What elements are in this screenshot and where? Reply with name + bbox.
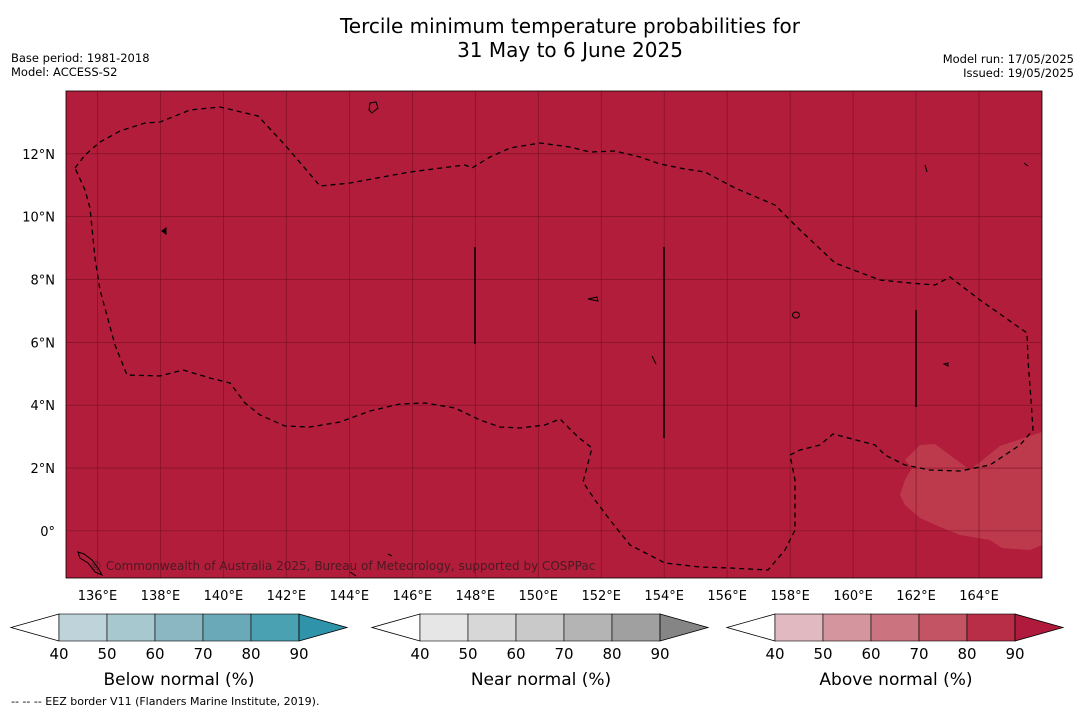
x-tick-label: 150°E bbox=[518, 589, 558, 604]
island bbox=[924, 164, 928, 173]
x-tick-label: 142°E bbox=[267, 589, 307, 604]
x-tick-label: 164°E bbox=[959, 589, 999, 604]
colorbar-tick-label: 90 bbox=[1005, 645, 1024, 663]
base-period: Base period: 1981-2018 bbox=[11, 51, 150, 65]
island bbox=[1023, 162, 1029, 167]
colorbar-low-extension bbox=[370, 613, 421, 642]
x-tick-label: 148°E bbox=[456, 589, 496, 604]
colorbar-segment bbox=[774, 613, 824, 642]
x-tick-label: 136°E bbox=[78, 589, 118, 604]
colorbar-tick-label: 80 bbox=[957, 645, 976, 663]
x-tick-label: 138°E bbox=[141, 589, 181, 604]
x-tick-label: 140°E bbox=[204, 589, 244, 604]
island bbox=[368, 101, 379, 114]
map-background bbox=[66, 91, 1042, 578]
island bbox=[792, 311, 800, 319]
colorbar-tick-label: 70 bbox=[909, 645, 928, 663]
colorbar-segment bbox=[822, 613, 872, 642]
x-axis: 136°E 138°E 140°E 142°E 144°E 146°E 148°E 150°E… bbox=[78, 589, 999, 604]
colorbar-segment bbox=[918, 613, 968, 642]
colorbar-segment bbox=[58, 613, 108, 642]
x-tick-label: 162°E bbox=[896, 589, 936, 604]
colorbars: 40 50 60 70 80 90 Below normal (%) 40 50 60 70 80 90… bbox=[9, 613, 1065, 690]
x-tick-label: 154°E bbox=[644, 589, 684, 604]
island bbox=[349, 553, 393, 577]
footnote: -- -- -- EEZ border V11 (Flanders Marine… bbox=[11, 695, 320, 708]
model-run: Model run: 17/05/2025 bbox=[942, 52, 1074, 66]
colorbar-tick-label: 90 bbox=[650, 645, 669, 663]
y-tick-label: 10°N bbox=[22, 211, 55, 226]
island bbox=[161, 227, 167, 235]
colorbar-tick-label: 60 bbox=[861, 645, 880, 663]
islands bbox=[77, 101, 1029, 577]
colorbar-high-extension bbox=[659, 613, 710, 642]
colorbar-segment bbox=[966, 613, 1016, 642]
colorbar-segment bbox=[611, 613, 661, 642]
colorbar: 40 50 60 70 80 90 Above normal (%) bbox=[725, 613, 1065, 690]
colorbar-segment bbox=[106, 613, 156, 642]
light-probability-patch bbox=[900, 432, 1042, 550]
colorbar-high-extension bbox=[1014, 613, 1065, 642]
colorbar-tick-label: 50 bbox=[458, 645, 477, 663]
island bbox=[77, 551, 104, 577]
colorbar: 40 50 60 70 80 90 Near normal (%) bbox=[370, 613, 710, 690]
colorbar-tick-label: 40 bbox=[49, 645, 68, 663]
x-tick-label: 156°E bbox=[707, 589, 747, 604]
colorbar-segment bbox=[870, 613, 920, 642]
map-frame bbox=[65, 90, 1043, 579]
copyright-notice: © Commonwealth of Australia 2025, Bureau… bbox=[90, 559, 595, 573]
island bbox=[587, 296, 599, 302]
y-tick-label: 2°N bbox=[31, 462, 56, 477]
colorbar-low-extension bbox=[725, 613, 776, 642]
eez-border bbox=[74, 106, 1034, 571]
colorbar-high-extension bbox=[298, 613, 349, 642]
model-name: Model: ACCESS-S2 bbox=[11, 65, 118, 79]
x-tick-label: 158°E bbox=[770, 589, 810, 604]
colorbar-segment bbox=[467, 613, 517, 642]
y-tick-label: 8°N bbox=[31, 274, 56, 289]
colorbar-title: Above normal (%) bbox=[819, 670, 972, 690]
meta-right: Model run: 17/05/2025 Issued: 19/05/2025 bbox=[943, 52, 1074, 80]
y-axis: 12°N 10°N 8°N 6°N 4°N 2°N 0° bbox=[22, 148, 55, 540]
colorbar-tick-label: 40 bbox=[410, 645, 429, 663]
y-tick-label: 6°N bbox=[31, 336, 56, 351]
colorbar-tick-label: 50 bbox=[97, 645, 116, 663]
island bbox=[651, 355, 657, 365]
title-line-2: 31 May to 6 June 2025 bbox=[457, 38, 683, 62]
colorbar-title: Near normal (%) bbox=[471, 670, 611, 690]
island bbox=[942, 362, 949, 367]
graticule bbox=[66, 91, 1042, 578]
colorbar-segment bbox=[154, 613, 204, 642]
colorbar-tick-label: 70 bbox=[193, 645, 212, 663]
colorbar-segment bbox=[419, 613, 469, 642]
colorbar-segment bbox=[515, 613, 565, 642]
colorbar-low-extension bbox=[9, 613, 60, 642]
map-panel: © Commonwealth of Australia 2025, Bureau… bbox=[65, 90, 1043, 579]
y-tick-label: 0° bbox=[40, 525, 55, 540]
issued-date: Issued: 19/05/2025 bbox=[963, 66, 1074, 80]
x-tick-label: 144°E bbox=[330, 589, 370, 604]
y-tick-label: 12°N bbox=[22, 148, 55, 163]
colorbar-tick-label: 80 bbox=[602, 645, 621, 663]
colorbar-tick-label: 60 bbox=[506, 645, 525, 663]
colorbar-title: Below normal (%) bbox=[104, 670, 255, 690]
colorbar-tick-label: 70 bbox=[554, 645, 573, 663]
colorbar-segment bbox=[202, 613, 252, 642]
colorbar-tick-label: 40 bbox=[765, 645, 784, 663]
colorbar: 40 50 60 70 80 90 Below normal (%) bbox=[9, 613, 349, 690]
colorbar-segment bbox=[563, 613, 613, 642]
colorbar-tick-label: 90 bbox=[289, 645, 308, 663]
x-tick-label: 146°E bbox=[393, 589, 433, 604]
x-tick-label: 152°E bbox=[581, 589, 621, 604]
meta-left: Base period: 1981-2018 Model: ACCESS-S2 bbox=[11, 51, 150, 79]
y-tick-label: 4°N bbox=[31, 399, 56, 414]
colorbar-tick-label: 50 bbox=[813, 645, 832, 663]
x-tick-label: 160°E bbox=[833, 589, 873, 604]
map-title: Tercile minimum temperature probabilitie… bbox=[0, 14, 1085, 62]
title-line-1: Tercile minimum temperature probabilitie… bbox=[339, 14, 801, 38]
colorbar-tick-label: 60 bbox=[145, 645, 164, 663]
colorbar-tick-label: 80 bbox=[241, 645, 260, 663]
colorbar-segment bbox=[250, 613, 300, 642]
